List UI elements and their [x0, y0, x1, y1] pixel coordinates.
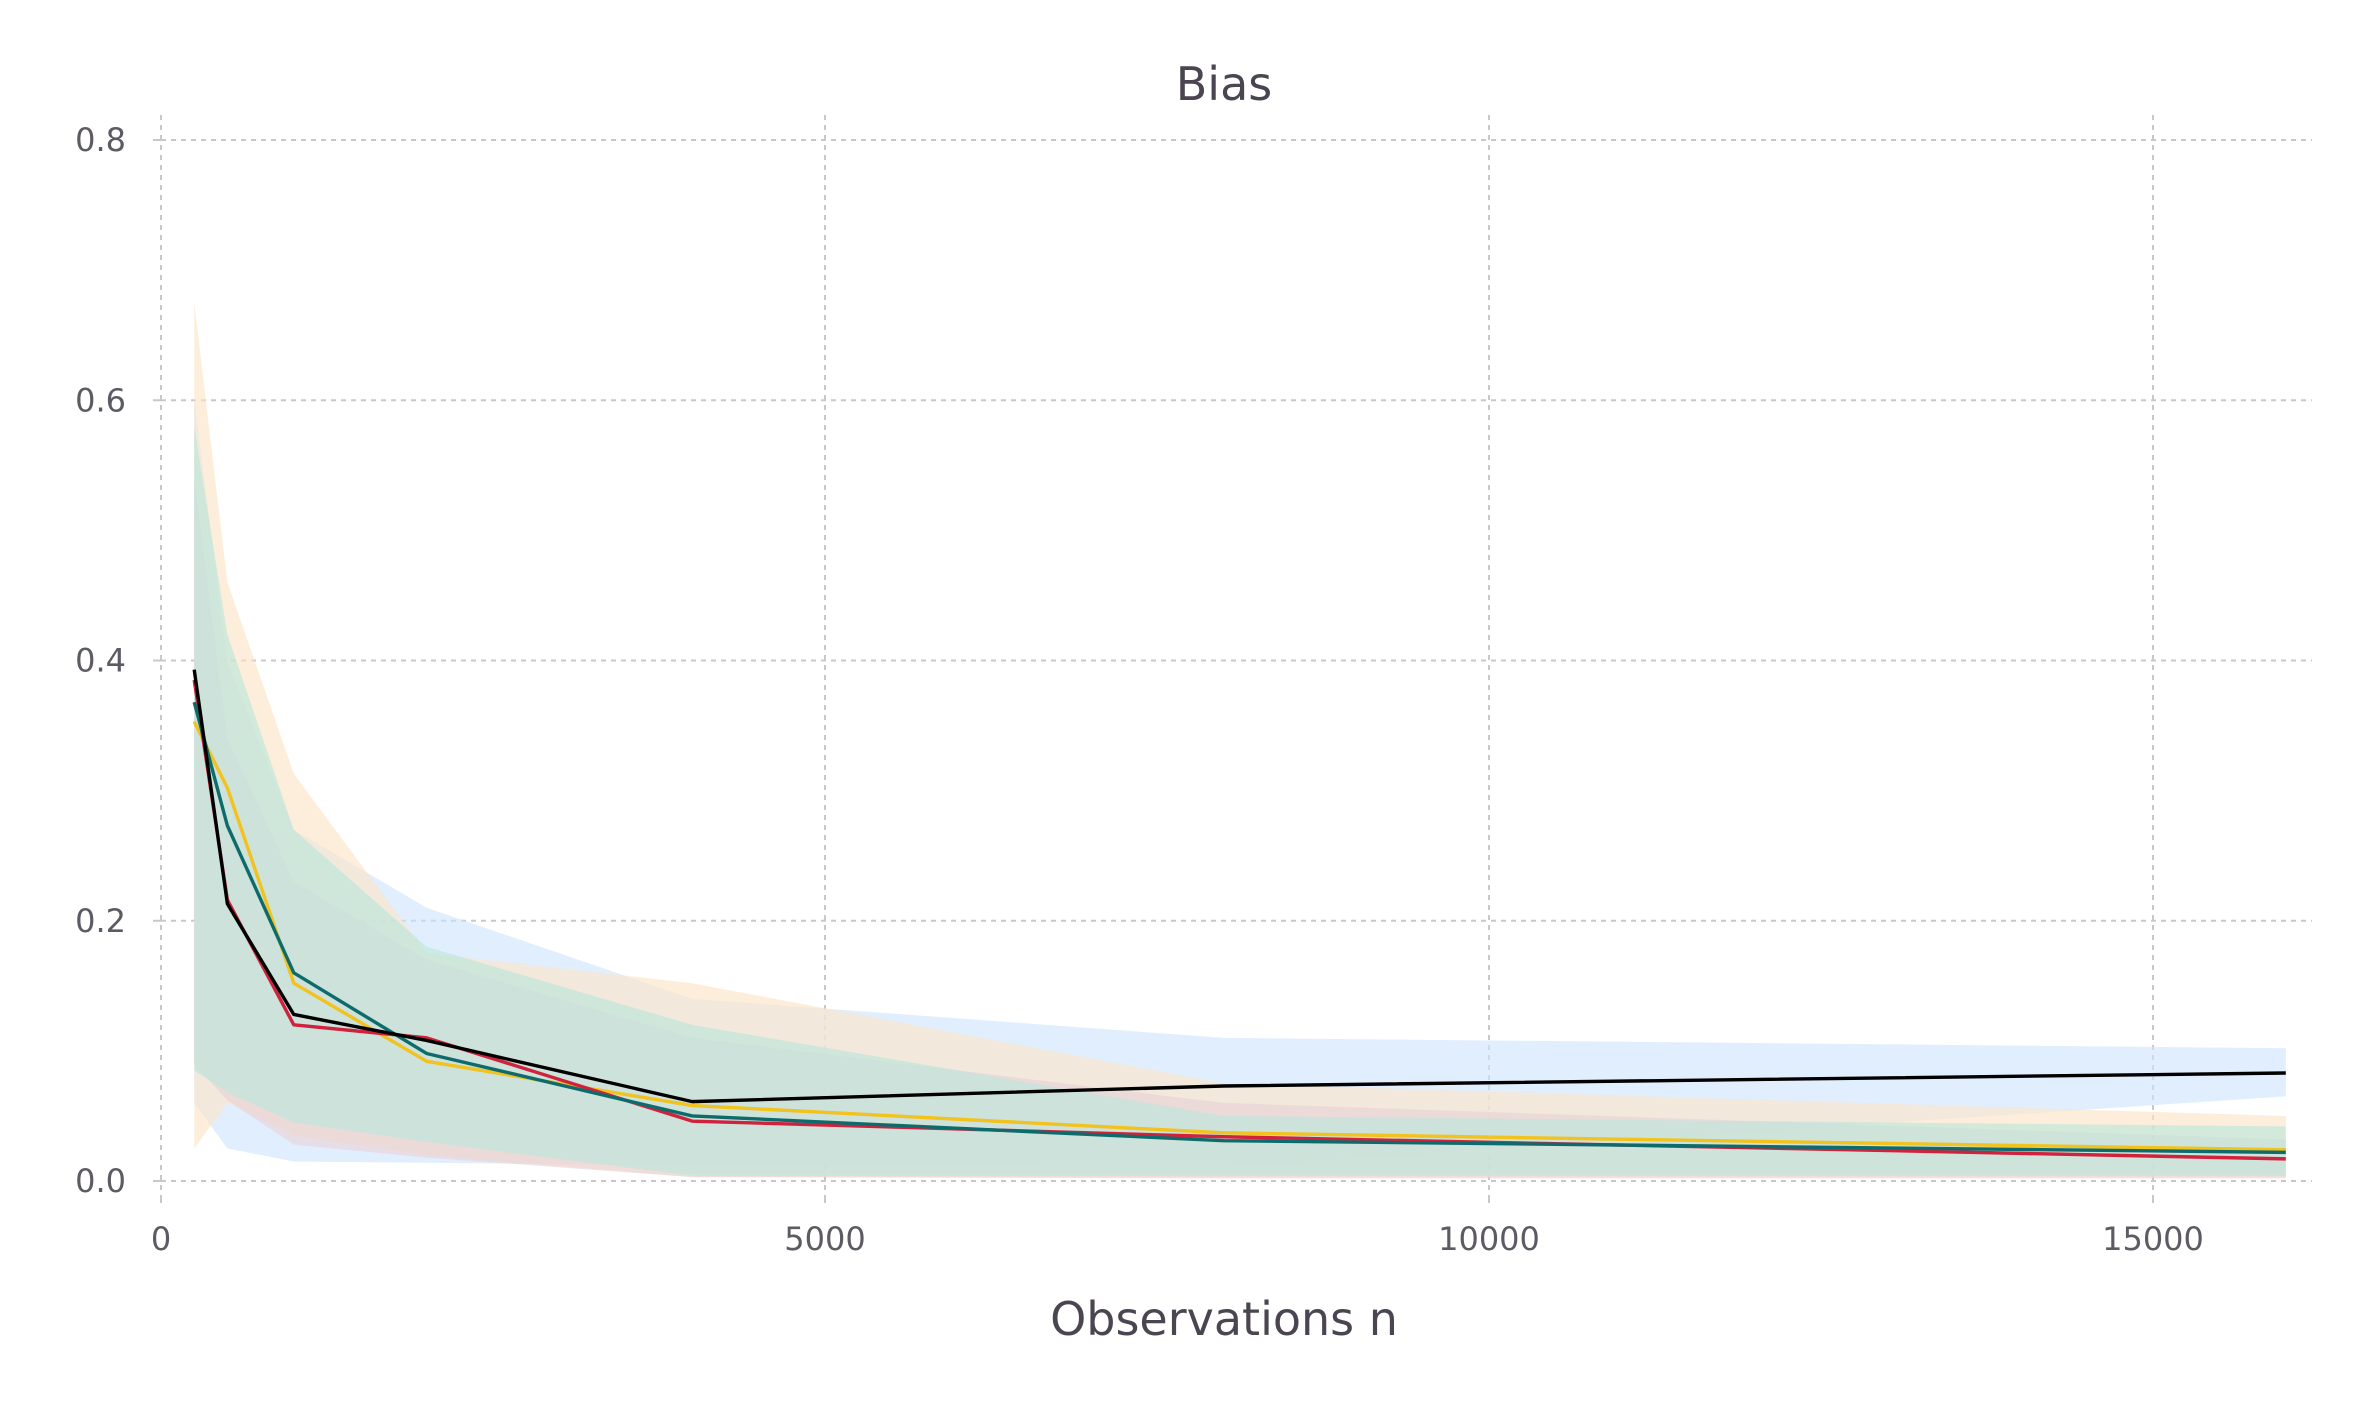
series-1-line — [192, 669, 2286, 1104]
x-axis-label: Observations n — [1050, 1292, 1398, 1346]
series-4-line — [192, 701, 2286, 1155]
y-tick-label: 0.6 — [75, 381, 126, 419]
confidence-bands — [194, 302, 2286, 1179]
y-tick-label: 0.2 — [75, 902, 126, 940]
y-tick-label: 0.4 — [75, 642, 126, 680]
x-tick-label: 15000 — [2102, 1220, 2204, 1258]
series-lines — [192, 669, 2286, 1161]
x-tick-label: 0 — [151, 1220, 171, 1258]
series-4-band — [194, 426, 2286, 1176]
grid — [160, 115, 2312, 1195]
chart-title: Bias — [1176, 57, 1273, 111]
y-tick-label: 0.0 — [75, 1162, 126, 1200]
x-tick-label: 5000 — [784, 1220, 865, 1258]
axis-ticks: 0 5000 10000 15000 0.0 0.2 0.4 0.6 0.8 — [75, 121, 2204, 1258]
x-tick-label: 10000 — [1438, 1220, 1540, 1258]
series-2-line — [192, 720, 2286, 1152]
y-tick-label: 0.8 — [75, 121, 126, 159]
